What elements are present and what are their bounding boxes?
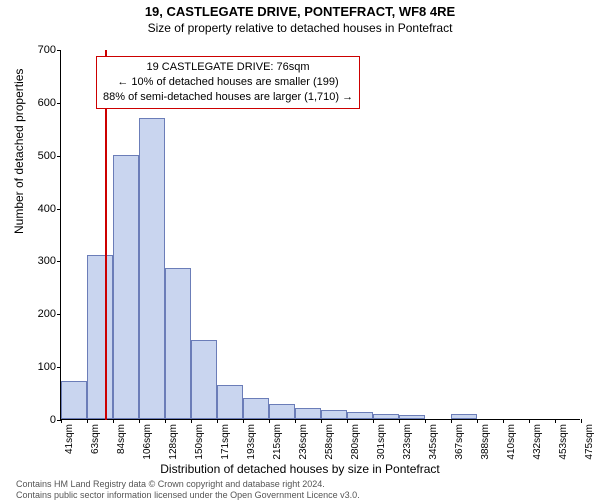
x-tick-mark — [373, 419, 374, 423]
x-tick-label: 63sqm — [90, 424, 101, 454]
histogram-bar — [165, 268, 191, 419]
histogram-bar — [269, 404, 295, 419]
x-tick-label: 236sqm — [298, 424, 309, 460]
x-tick-mark — [243, 419, 244, 423]
x-tick-mark — [529, 419, 530, 423]
y-tick-mark — [57, 367, 61, 368]
annotation-line: ← 10% of detached houses are smaller (19… — [103, 75, 353, 90]
histogram-bar — [217, 385, 243, 419]
y-tick-label: 600 — [38, 97, 56, 109]
x-tick-mark — [581, 419, 582, 423]
x-tick-label: 345sqm — [428, 424, 439, 460]
y-tick-mark — [57, 314, 61, 315]
x-tick-mark — [451, 419, 452, 423]
x-tick-mark — [399, 419, 400, 423]
y-tick-mark — [57, 261, 61, 262]
x-tick-label: 301sqm — [376, 424, 387, 460]
histogram-bar — [451, 414, 477, 419]
x-tick-mark — [477, 419, 478, 423]
histogram-bar — [87, 255, 113, 419]
x-tick-mark — [165, 419, 166, 423]
x-tick-mark — [191, 419, 192, 423]
histogram-bar — [61, 381, 87, 419]
x-tick-mark — [61, 419, 62, 423]
x-tick-label: 106sqm — [142, 424, 153, 460]
y-tick-label: 700 — [38, 44, 56, 56]
y-tick-label: 200 — [38, 308, 56, 320]
chart-title-2: Size of property relative to detached ho… — [0, 21, 600, 35]
footer-line-1: Contains HM Land Registry data © Crown c… — [16, 479, 360, 490]
x-tick-label: 432sqm — [532, 424, 543, 460]
x-tick-mark — [217, 419, 218, 423]
histogram-bar — [347, 412, 373, 419]
x-tick-label: 84sqm — [116, 424, 127, 454]
y-tick-label: 100 — [38, 361, 56, 373]
x-tick-label: 388sqm — [480, 424, 491, 460]
annotation-line: 88% of semi-detached houses are larger (… — [103, 90, 353, 105]
x-tick-label: 258sqm — [324, 424, 335, 460]
x-tick-label: 367sqm — [454, 424, 465, 460]
footer-attribution: Contains HM Land Registry data © Crown c… — [16, 479, 360, 501]
x-tick-label: 475sqm — [584, 424, 595, 460]
x-tick-label: 215sqm — [272, 424, 283, 460]
chart-title-1: 19, CASTLEGATE DRIVE, PONTEFRACT, WF8 4R… — [0, 4, 600, 19]
x-tick-mark — [503, 419, 504, 423]
x-tick-label: 171sqm — [220, 424, 231, 460]
x-tick-label: 280sqm — [350, 424, 361, 460]
x-tick-label: 410sqm — [506, 424, 517, 460]
x-tick-mark — [139, 419, 140, 423]
y-axis-label: Number of detached properties — [12, 69, 26, 234]
y-tick-mark — [57, 156, 61, 157]
x-tick-mark — [555, 419, 556, 423]
x-axis-label: Distribution of detached houses by size … — [0, 462, 600, 476]
chart-area: 010020030040050060070041sqm63sqm84sqm106… — [60, 50, 580, 420]
x-tick-mark — [321, 419, 322, 423]
y-tick-label: 300 — [38, 255, 56, 267]
y-tick-mark — [57, 209, 61, 210]
x-tick-mark — [425, 419, 426, 423]
histogram-bar — [399, 415, 425, 419]
histogram-bar — [373, 414, 399, 419]
y-tick-label: 0 — [50, 414, 56, 426]
x-tick-label: 128sqm — [168, 424, 179, 460]
x-tick-label: 323sqm — [402, 424, 413, 460]
y-tick-mark — [57, 50, 61, 51]
x-tick-mark — [347, 419, 348, 423]
y-tick-mark — [57, 103, 61, 104]
y-tick-label: 400 — [38, 203, 56, 215]
annotation-box: 19 CASTLEGATE DRIVE: 76sqm← 10% of detac… — [96, 56, 360, 109]
footer-line-2: Contains public sector information licen… — [16, 490, 360, 501]
y-tick-label: 500 — [38, 150, 56, 162]
histogram-bar — [295, 408, 321, 419]
histogram-bar — [243, 398, 269, 419]
x-tick-mark — [87, 419, 88, 423]
x-tick-label: 150sqm — [194, 424, 205, 460]
x-tick-label: 193sqm — [246, 424, 257, 460]
histogram-bar — [321, 410, 347, 420]
annotation-line: 19 CASTLEGATE DRIVE: 76sqm — [103, 60, 353, 75]
x-tick-label: 453sqm — [558, 424, 569, 460]
histogram-bar — [139, 118, 165, 419]
histogram-bar — [113, 155, 139, 419]
x-tick-label: 41sqm — [64, 424, 75, 454]
x-tick-mark — [295, 419, 296, 423]
histogram-bar — [191, 340, 217, 419]
x-tick-mark — [269, 419, 270, 423]
x-tick-mark — [113, 419, 114, 423]
